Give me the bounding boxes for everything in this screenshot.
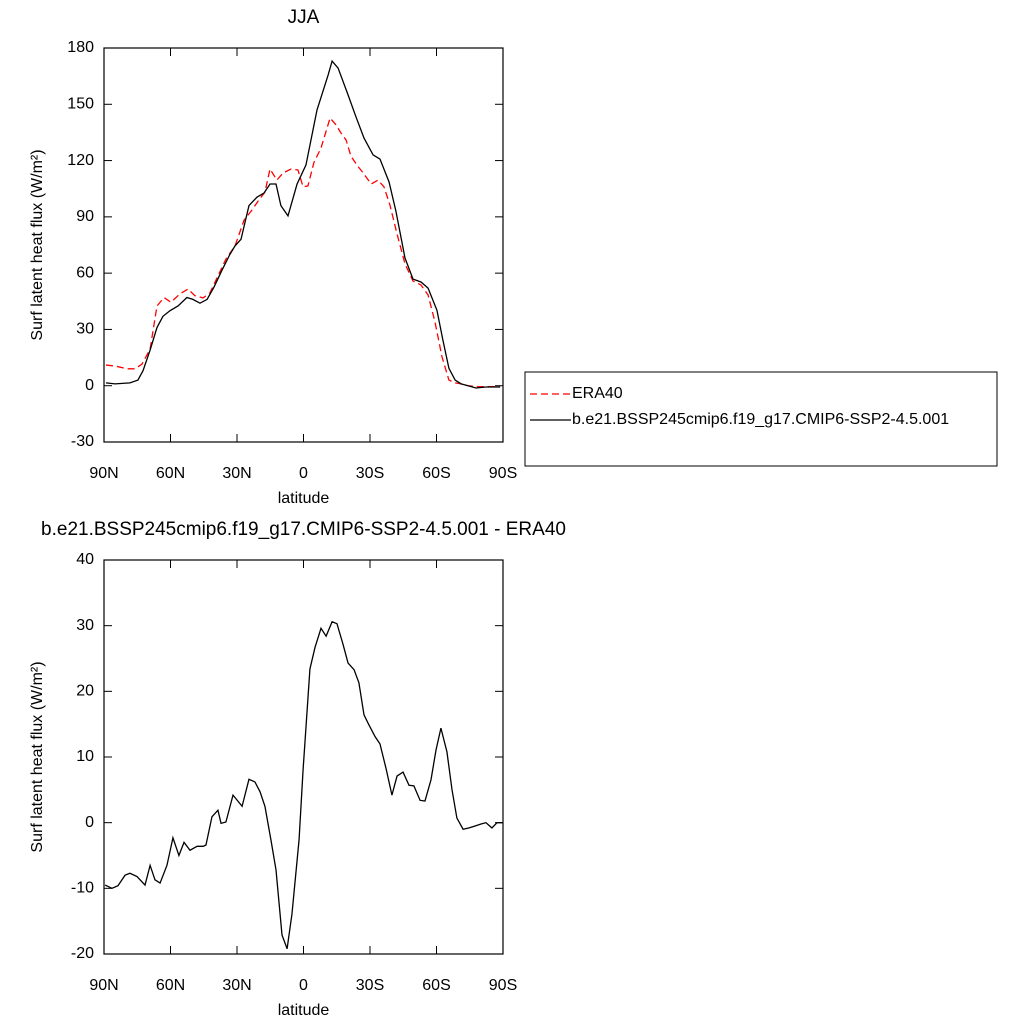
y-tick-label: -30 bbox=[71, 433, 94, 450]
x-tick-label: 30N bbox=[222, 977, 251, 994]
data-line bbox=[104, 620, 503, 949]
data-line bbox=[105, 116, 501, 388]
x-tick-label: 90S bbox=[489, 977, 517, 994]
x-tick-label: 90S bbox=[489, 465, 517, 482]
y-tick-label: 10 bbox=[76, 748, 94, 765]
x-tick-label: 60S bbox=[422, 977, 450, 994]
x-tick-label: 0 bbox=[299, 977, 308, 994]
plot-frame bbox=[103, 47, 504, 443]
y-axis-label: Surf latent heat flux (W/m²) bbox=[29, 661, 46, 852]
legend-label: b.e21.BSSP245cmip6.f19_g17.CMIP6-SSP2-4.… bbox=[572, 411, 949, 428]
x-axis-label: latitude bbox=[278, 1002, 330, 1019]
y-tick-label: 180 bbox=[67, 39, 94, 56]
x-tick-label: 30N bbox=[222, 465, 251, 482]
y-tick-label: 150 bbox=[67, 96, 94, 113]
legend-box bbox=[524, 371, 998, 467]
y-tick-label: 90 bbox=[76, 208, 94, 225]
plot-frame bbox=[103, 559, 504, 955]
y-tick-label: 0 bbox=[85, 377, 94, 394]
y-axis-label: Surf latent heat flux (W/m²) bbox=[29, 149, 46, 340]
y-tick-label: 30 bbox=[76, 321, 94, 338]
x-tick-label: 0 bbox=[299, 465, 308, 482]
y-tick-label: 0 bbox=[85, 814, 94, 831]
legend-label: ERA40 bbox=[572, 385, 623, 402]
x-tick-label: 60S bbox=[422, 465, 450, 482]
y-tick-label: -20 bbox=[71, 945, 94, 962]
x-tick-label: 60N bbox=[156, 977, 185, 994]
y-tick-label: 120 bbox=[67, 152, 94, 169]
y-tick-label: 30 bbox=[76, 617, 94, 634]
data-line bbox=[105, 59, 501, 389]
x-tick-label: 30S bbox=[356, 977, 384, 994]
y-tick-label: 20 bbox=[76, 683, 94, 700]
x-tick-label: 30S bbox=[356, 465, 384, 482]
x-axis-label: latitude bbox=[278, 490, 330, 507]
x-tick-label: 90N bbox=[89, 977, 118, 994]
x-tick-label: 90N bbox=[89, 465, 118, 482]
y-tick-label: -10 bbox=[71, 880, 94, 897]
chart-title: JJA bbox=[288, 7, 320, 28]
y-tick-label: 60 bbox=[76, 264, 94, 281]
y-tick-label: 40 bbox=[76, 551, 94, 568]
chart-title: b.e21.BSSP245cmip6.f19_g17.CMIP6-SSP2-4.… bbox=[41, 519, 566, 540]
x-tick-label: 60N bbox=[156, 465, 185, 482]
